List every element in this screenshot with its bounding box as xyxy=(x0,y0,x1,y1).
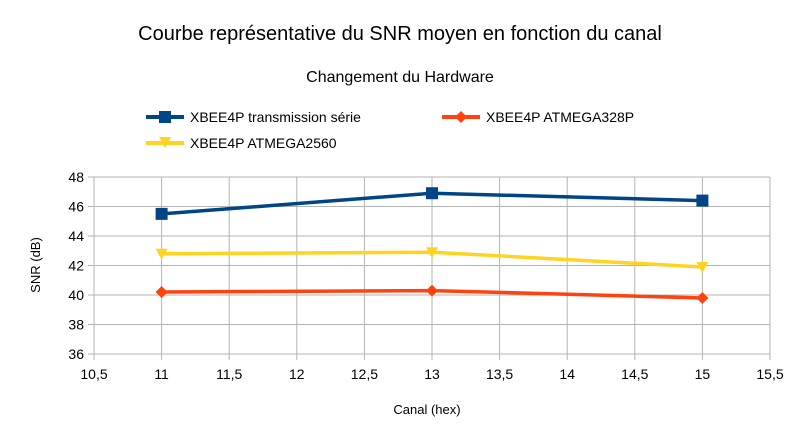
x-tick-label: 15,5 xyxy=(756,366,783,382)
legend-item-serie: XBEE4P transmission série xyxy=(146,109,361,125)
plot-area: 10,5 11 11,5 12 12,5 13 13,5 14 14,5 15 15,5 36 38 4… xyxy=(68,169,783,382)
y-tick-label: 44 xyxy=(68,228,84,244)
y-tick-label: 38 xyxy=(68,317,84,333)
series-point-2 xyxy=(696,261,709,273)
legend-label-atmega328p: XBEE4P ATMEGA328P xyxy=(486,109,634,125)
x-tick-label: 14 xyxy=(559,366,575,382)
y-tick-label: 36 xyxy=(68,346,84,362)
chart-title: Courbe représentative du SNR moyen en fo… xyxy=(138,23,662,45)
x-tick-label: 15 xyxy=(695,366,711,382)
series-layer xyxy=(155,187,709,304)
x-tick-label: 13,5 xyxy=(486,366,513,382)
x-tick-label: 12 xyxy=(289,366,305,382)
series-point-1 xyxy=(426,284,438,297)
legend-marker-atmega2560 xyxy=(159,137,171,148)
y-axis-label: SNR (dB) xyxy=(28,237,43,293)
series-point-1 xyxy=(696,291,709,304)
y-tick-label: 48 xyxy=(68,169,84,185)
legend: XBEE4P transmission série XBEE4P ATMEGA3… xyxy=(146,109,634,151)
series-point-2 xyxy=(426,247,438,259)
legend-item-atmega328p: XBEE4P ATMEGA328P xyxy=(442,109,634,125)
legend-label-serie: XBEE4P transmission série xyxy=(190,109,361,125)
series-point-0 xyxy=(696,194,709,207)
y-tick-label: 40 xyxy=(68,287,84,303)
legend-marker-serie xyxy=(159,111,171,123)
x-axis-label: Canal (hex) xyxy=(393,402,460,417)
x-tick-label: 12,5 xyxy=(351,366,378,382)
legend-label-atmega2560: XBEE4P ATMEGA2560 xyxy=(190,135,337,151)
y-tick-label: 46 xyxy=(68,199,84,215)
y-tick-labels: 36 38 40 42 44 46 48 xyxy=(68,169,84,362)
series-point-0 xyxy=(155,207,168,220)
grid xyxy=(88,176,771,360)
legend-item-atmega2560: XBEE4P ATMEGA2560 xyxy=(146,135,337,151)
y-tick-label: 42 xyxy=(68,258,84,274)
x-tick-label: 10,5 xyxy=(80,366,107,382)
chart-subtitle: Changement du Hardware xyxy=(306,69,494,86)
series-point-0 xyxy=(426,187,438,200)
series-point-1 xyxy=(155,286,168,299)
legend-marker-atmega328p xyxy=(455,111,467,123)
x-tick-label: 13 xyxy=(424,366,440,382)
x-tick-label: 14,5 xyxy=(621,366,648,382)
x-tick-label: 11 xyxy=(154,366,169,382)
x-tick-labels: 10,5 11 11,5 12 12,5 13 13,5 14 14,5 15 15,5 xyxy=(80,366,783,382)
x-tick-label: 11,5 xyxy=(216,366,242,382)
series-point-2 xyxy=(155,248,168,260)
